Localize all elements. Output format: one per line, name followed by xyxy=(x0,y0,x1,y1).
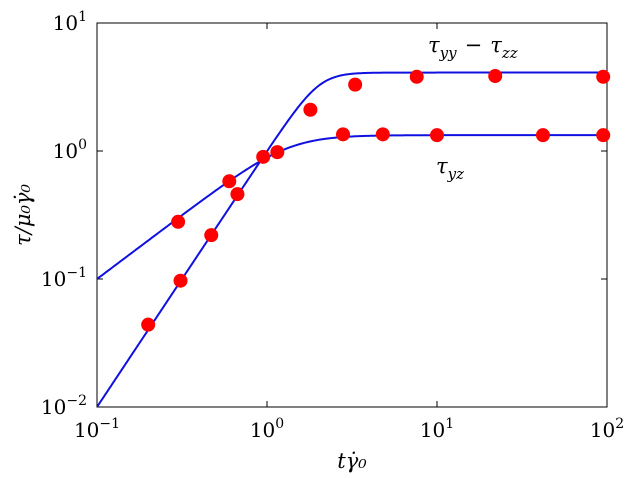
plot-frame xyxy=(96,22,608,408)
y-axis-label: τ/μ₀γ̇₀ xyxy=(11,184,35,246)
data-point-series-1 xyxy=(488,69,503,84)
data-point-series-1 xyxy=(303,102,318,117)
data-point-series-0 xyxy=(222,174,237,189)
y-tick-label: 10−1 xyxy=(41,265,87,291)
curves xyxy=(97,71,607,407)
data-point-series-0 xyxy=(535,128,550,143)
data-point-series-0 xyxy=(596,128,611,143)
data-point-series-0 xyxy=(256,149,271,164)
markers xyxy=(141,69,611,332)
data-point-series-0 xyxy=(430,128,444,143)
series-curve-0 xyxy=(97,134,607,280)
x-tick-label: 102 xyxy=(590,416,624,442)
series-label-normal-stress: τyy − τzz xyxy=(428,33,518,62)
series-curve-1 xyxy=(97,71,607,407)
data-point-series-1 xyxy=(141,317,156,332)
data-point-series-1 xyxy=(173,273,188,288)
data-point-series-0 xyxy=(375,127,390,142)
series-label-shear-stress: τyz xyxy=(436,154,464,183)
y-tick-label: 101 xyxy=(53,9,87,35)
data-point-series-1 xyxy=(409,69,424,84)
data-point-series-1 xyxy=(204,228,219,243)
data-point-series-1 xyxy=(230,187,245,202)
y-tick-label: 10−2 xyxy=(41,393,87,419)
x-axis-label: tγ̇₀ xyxy=(337,449,367,473)
x-tick-label: 10−1 xyxy=(74,416,120,442)
data-point-series-1 xyxy=(270,145,285,160)
y-tick-label: 100 xyxy=(53,137,87,163)
data-point-series-0 xyxy=(171,214,186,229)
data-point-series-1 xyxy=(348,77,363,92)
x-tick-label: 101 xyxy=(420,416,454,442)
data-point-series-0 xyxy=(336,127,351,142)
data-point-series-1 xyxy=(596,69,611,84)
x-tick-label: 100 xyxy=(250,416,284,442)
